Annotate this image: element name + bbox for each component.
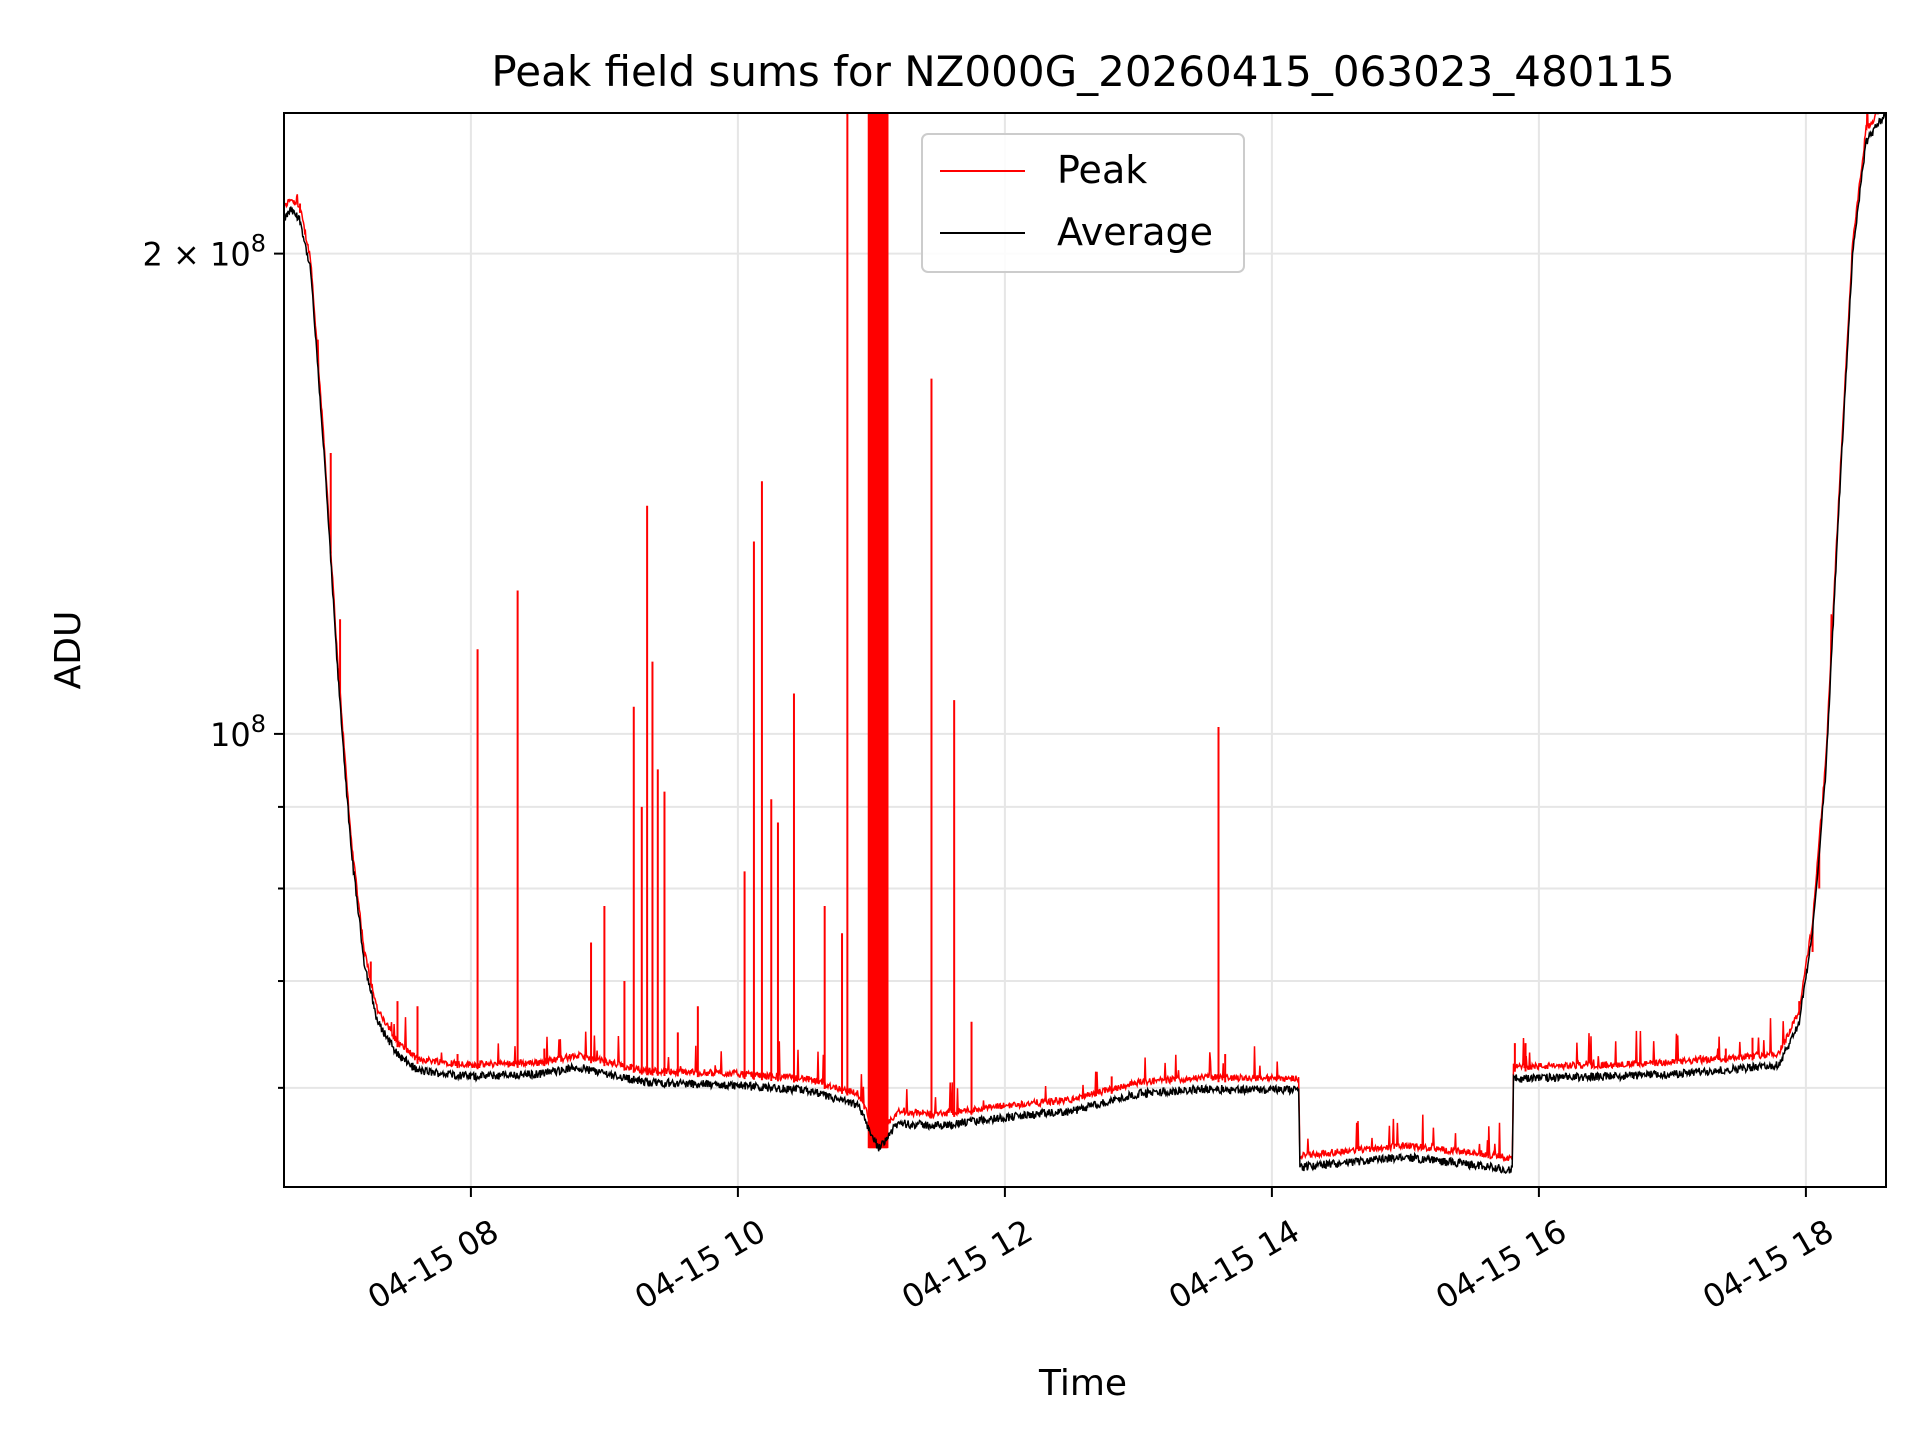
peak-series-line xyxy=(284,113,1879,1163)
legend-box xyxy=(921,133,1245,273)
plot-frame xyxy=(283,112,1887,1188)
grid xyxy=(284,113,1886,1187)
series-area xyxy=(284,113,1886,1174)
chart-title: Peak field sums for NZ000G_20260415_0630… xyxy=(491,47,1674,96)
y-tick-label: 108 xyxy=(210,710,266,754)
y-axis-label: ADU xyxy=(48,611,89,690)
legend-average-label: Average xyxy=(1057,210,1213,254)
average-series-line xyxy=(284,113,1886,1174)
x-axis-label: Time xyxy=(1038,1363,1127,1404)
legend: Peak Average xyxy=(921,133,1245,273)
y-tick-label: 2 × 108 xyxy=(142,230,266,274)
legend-peak-label: Peak xyxy=(1057,148,1147,192)
